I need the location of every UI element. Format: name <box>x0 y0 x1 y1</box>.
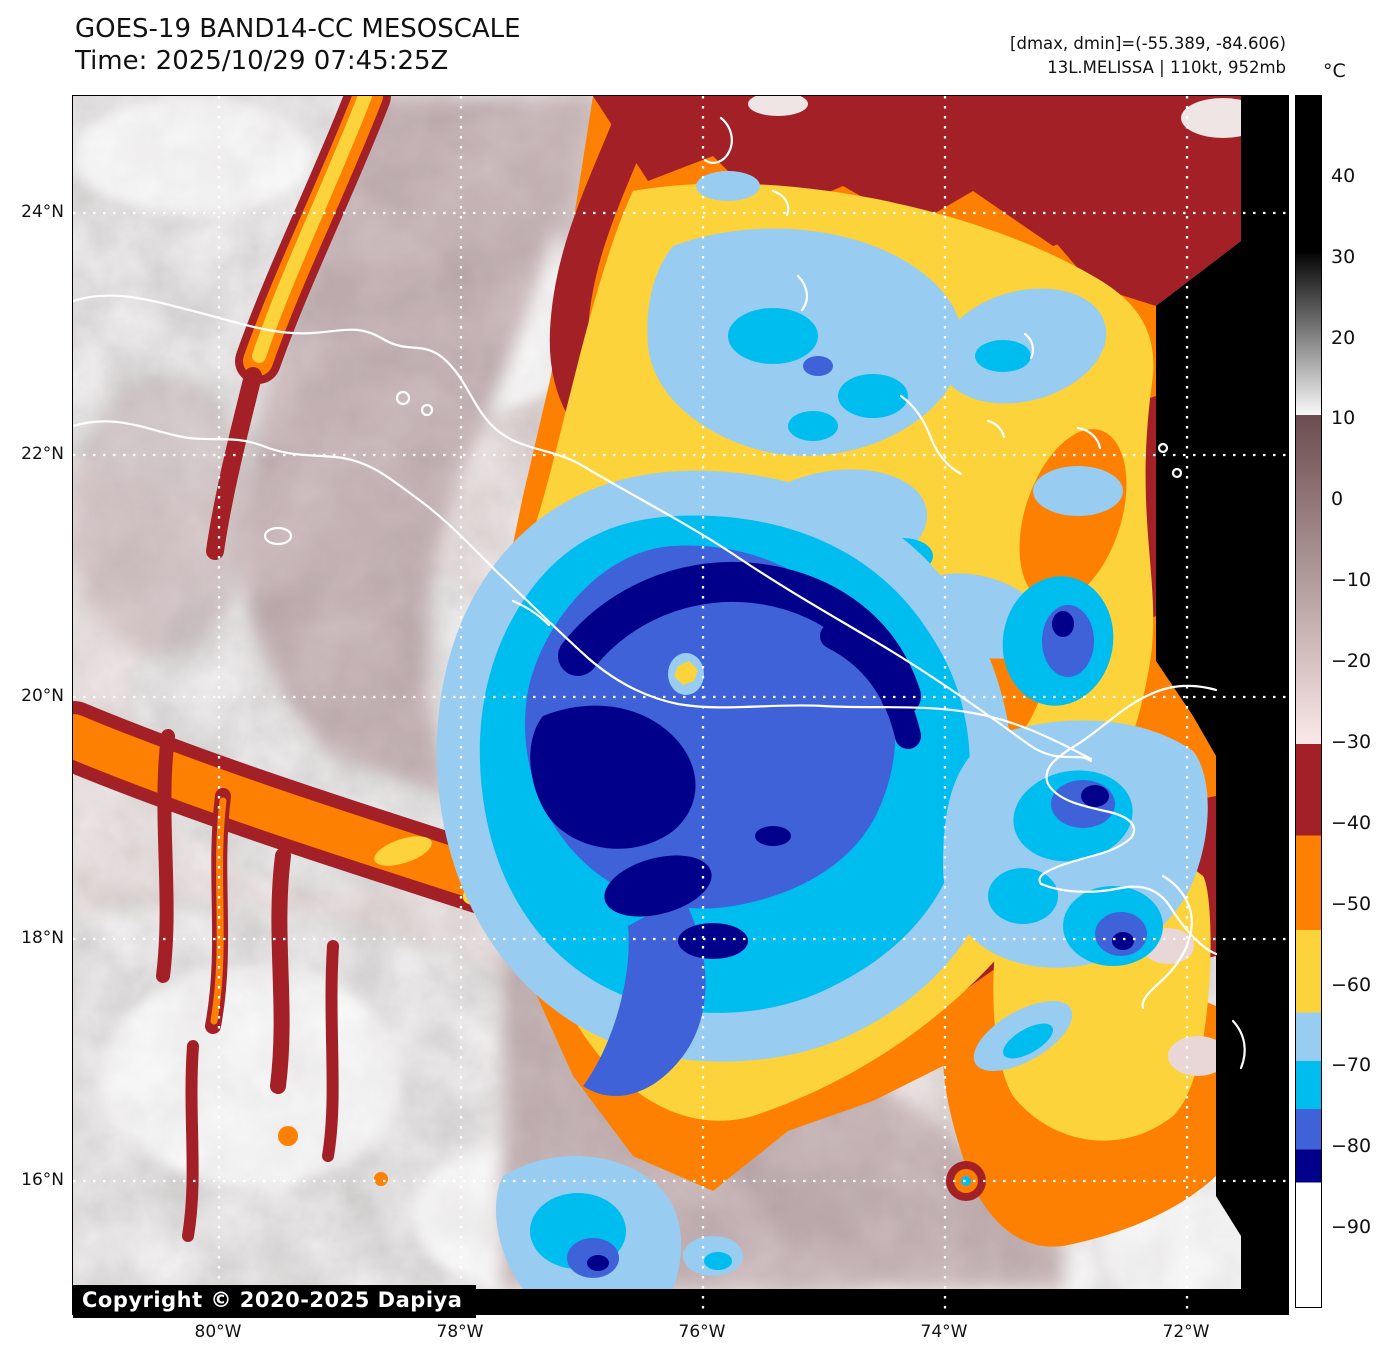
latitude-label: 16°N <box>21 1170 64 1190</box>
map-frame: Copyright © 2020-2025 Dapiya <box>72 95 1289 1318</box>
storm-info-annotation: 13L.MELISSA | 110kt, 952mb <box>1047 57 1286 77</box>
colorbar-tick-label: 0 <box>1331 488 1344 511</box>
latitude-label: 24°N <box>21 202 64 222</box>
colorbar-tick-label: −60 <box>1331 973 1372 996</box>
longitude-label: 76°W <box>678 1322 726 1342</box>
colorbar-tick-label: 30 <box>1331 245 1356 268</box>
colorbar-tick-label: −50 <box>1331 892 1372 915</box>
south-convection-layer <box>495 1155 986 1289</box>
copyright-badge: Copyright © 2020-2025 Dapiya <box>73 1285 477 1318</box>
longitude-label: 74°W <box>920 1322 968 1342</box>
colorbar <box>1295 95 1322 1308</box>
cuba-north-coast <box>73 294 1093 763</box>
longitude-label: 80°W <box>194 1322 242 1342</box>
latitude-label: 22°N <box>21 444 64 464</box>
colorbar-unit-label: °C <box>1323 60 1346 82</box>
hispaniola-coast <box>1038 692 1218 956</box>
colorbar-tick-label: 20 <box>1331 326 1356 349</box>
colorbar-tick-label: −90 <box>1331 1216 1372 1239</box>
longitude-label: 72°W <box>1162 1322 1210 1342</box>
annotation-block: [dmax, dmin]=(-55.389, -84.606) 13L.MELI… <box>1010 32 1286 80</box>
coastlines <box>73 116 1246 1070</box>
colorbar-tick-label: −40 <box>1331 811 1372 834</box>
gridlines <box>73 96 1288 1314</box>
storm-eye <box>668 653 704 695</box>
satellite-image <box>73 96 1288 1314</box>
dmax-dmin-annotation: [dmax, dmin]=(-55.389, -84.606) <box>1010 34 1286 53</box>
colorbar-tick-label: −20 <box>1331 650 1372 673</box>
colorbar-tick-label: −10 <box>1331 569 1372 592</box>
latitude-label: 18°N <box>21 928 64 948</box>
timestamp: Time: 2025/10/29 07:45:25Z <box>75 45 449 76</box>
bahamas-coastlines <box>703 116 1183 479</box>
latitude-label: 20°N <box>21 686 64 706</box>
colorbar-tick-label: 40 <box>1331 164 1356 187</box>
colorbar-tick-label: 10 <box>1331 407 1356 430</box>
colorbar-tick-label: −80 <box>1331 1135 1372 1158</box>
longitude-label: 78°W <box>436 1322 484 1342</box>
page-title: GOES-19 BAND14-CC MESOSCALE <box>75 14 521 44</box>
title-block: GOES-19 BAND14-CC MESOSCALE Time: 2025/1… <box>75 14 521 77</box>
cuba-south-coast <box>73 420 1093 761</box>
colorbar-tick-label: −30 <box>1331 730 1372 753</box>
colorbar-tick-label: −70 <box>1331 1054 1372 1077</box>
storm-cdo <box>436 470 1013 1096</box>
